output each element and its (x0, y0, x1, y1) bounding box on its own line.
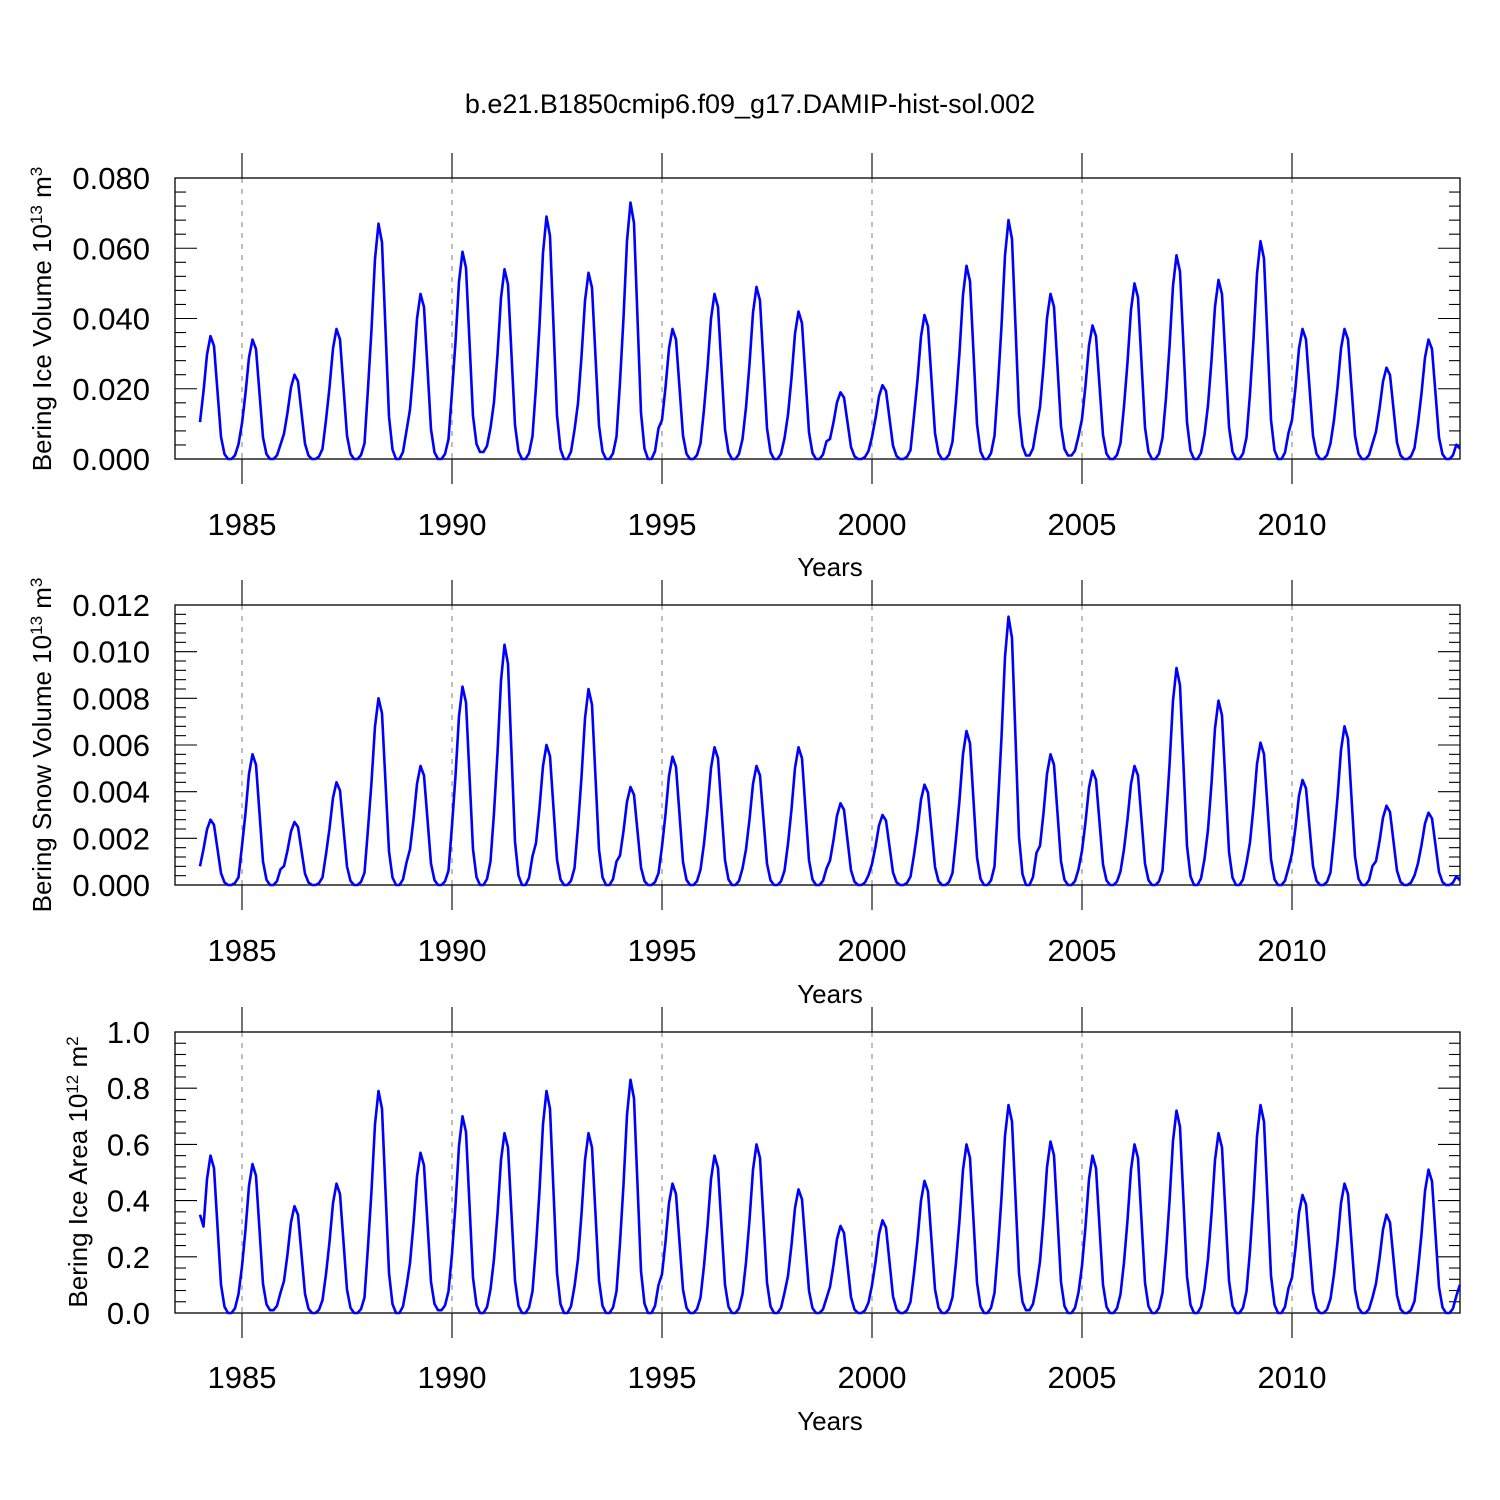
y-tick-label: 0.020 (72, 372, 150, 407)
x-tick-label: 2005 (1048, 1360, 1117, 1395)
y-tick-label: 0.002 (72, 821, 150, 856)
y-tick-label: 0.000 (72, 442, 150, 477)
x-tick-label: 2000 (838, 507, 907, 542)
x-axis-title: Years (797, 1406, 863, 1436)
x-tick-label: 1985 (208, 507, 277, 542)
x-tick-label: 2010 (1258, 933, 1327, 968)
x-axis-title: Years (797, 979, 863, 1009)
x-tick-label: 1990 (418, 507, 487, 542)
y-tick-label: 0.008 (72, 681, 150, 716)
x-tick-label: 2000 (838, 933, 907, 968)
x-tick-label: 1985 (208, 1360, 277, 1395)
x-tick-label: 2010 (1258, 1360, 1327, 1395)
x-tick-label: 1990 (418, 933, 487, 968)
svg-text:Bering Ice Volume 1013 m3: Bering Ice Volume 1013 m3 (27, 167, 58, 471)
y-tick-label: 0.040 (72, 302, 150, 337)
x-tick-label: 2010 (1258, 507, 1327, 542)
y-tick-label: 0.004 (72, 775, 150, 810)
y-tick-label: 1.0 (107, 1015, 150, 1050)
x-tick-label: 1985 (208, 933, 277, 968)
y-tick-label: 0.000 (72, 868, 150, 903)
y-tick-label: 0.060 (72, 231, 150, 266)
x-tick-label: 2000 (838, 1360, 907, 1395)
y-tick-label: 0.012 (72, 588, 150, 623)
x-tick-label: 1995 (628, 933, 697, 968)
panel-ice-area: 0.0 0.2 0.4 0.6 0.8 1.0 1985 1990 1995 2000 2005 20… (63, 1007, 1462, 1436)
y-axis-title: Bering Snow Volume 1013 m3 (27, 578, 58, 913)
svg-text:Bering Ice Area 1012 m2: Bering Ice Area 1012 m2 (63, 1036, 94, 1307)
x-tick-label: 2005 (1048, 933, 1117, 968)
y-tick-label: 0.080 (72, 161, 150, 196)
series-line-ice-area (198, 1078, 1462, 1315)
x-tick-label: 1995 (628, 507, 697, 542)
y-tick-label: 0.6 (107, 1127, 150, 1162)
y-axis-title: Bering Ice Area 1012 m2 (63, 1036, 94, 1307)
figure-title: b.e21.B1850cmip6.f09_g17.DAMIP-hist-sol.… (465, 89, 1035, 119)
y-tick-label: 0.006 (72, 728, 150, 763)
x-tick-label: 1990 (418, 1360, 487, 1395)
y-axis-title: Bering Ice Volume 1013 m3 (27, 167, 58, 471)
panel-snow-volume: 0.000 0.002 0.004 0.006 0.008 0.010 0.012 1985 1… (27, 578, 1461, 1009)
x-axis-title: Years (797, 552, 863, 582)
y-tick-label: 0.8 (107, 1071, 150, 1106)
svg-text:Bering Snow Volume 1013 m3: Bering Snow Volume 1013 m3 (27, 578, 58, 913)
x-tick-label: 2005 (1048, 507, 1117, 542)
y-tick-label: 0.4 (107, 1184, 150, 1219)
y-tick-label: 0.0 (107, 1296, 150, 1331)
panel-ice-volume: 0.000 0.020 0.040 0.060 0.080 1985 1990 1995 200… (27, 153, 1461, 582)
y-tick-label: 0.2 (107, 1240, 150, 1275)
y-tick-label: 0.010 (72, 635, 150, 670)
series-line-snow-volume (198, 615, 1461, 887)
x-tick-label: 1995 (628, 1360, 697, 1395)
series-line-ice-volume (198, 201, 1461, 461)
